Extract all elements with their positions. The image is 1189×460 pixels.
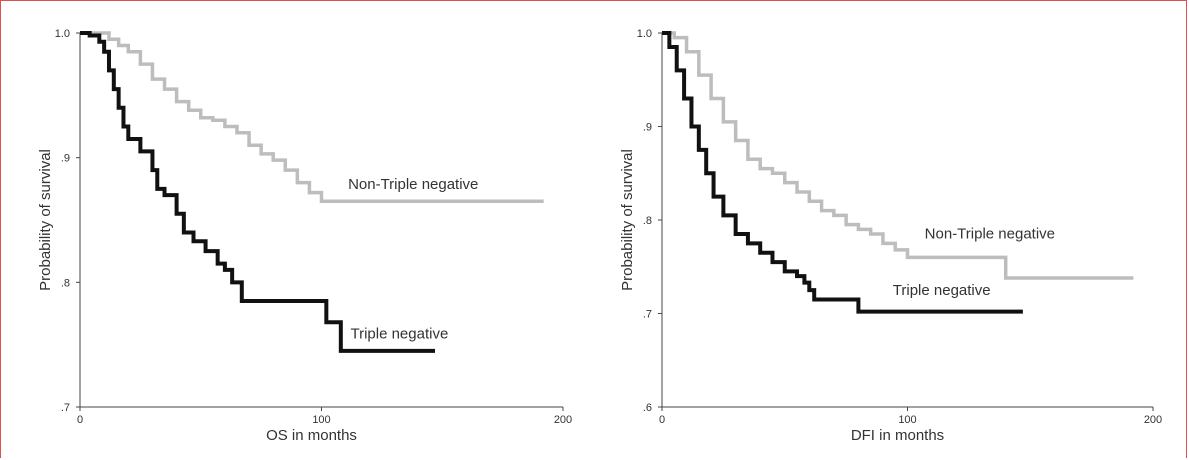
y-tick-label: .7 [61,402,70,414]
y-tick-label: .6 [643,402,652,414]
y-axis-label: Probability of survival [619,149,636,291]
x-tick-label: 0 [77,414,83,426]
series-label-triple-negative: Triple negative [350,325,448,342]
x-tick-label: 100 [898,414,916,426]
y-tick-label: .9 [643,122,652,134]
x-axis-label: DFI in months [851,427,944,444]
y-tick-label: 1.0 [637,28,652,40]
y-tick-label: .9 [61,153,70,165]
x-tick-label: 0 [659,414,665,426]
series-line-triple-negative [662,31,1023,314]
chart-2: .6 .7 .8 .9 1.0 0 100 200 DFI in months Probabili… [619,28,1162,444]
series-line-triple-negative [80,31,436,353]
x-axis-label: OS in months [266,427,357,444]
series-line-non-triple-negative [662,31,1134,280]
series-label-triple-negative: Triple negative [893,282,991,299]
y-tick-label: .8 [643,215,652,227]
y-tick-label: .7 [643,309,652,321]
y-axis-label: Probability of survival [37,149,54,291]
x-tick-label: 100 [312,414,330,426]
chart-1: .7 .8 .9 1.0 0 100 200 OS in months Probability … [37,28,572,444]
y-tick-label: .8 [61,277,70,289]
series-label-non-triple-negative: Non-Triple negative [348,176,478,193]
y-tick-label: 1.0 [55,28,70,40]
series-line-non-triple-negative [80,31,544,204]
x-tick-label: 200 [1144,414,1162,426]
series-label-non-triple-negative: Non-Triple negative [925,226,1055,243]
x-tick-label: 200 [554,414,572,426]
